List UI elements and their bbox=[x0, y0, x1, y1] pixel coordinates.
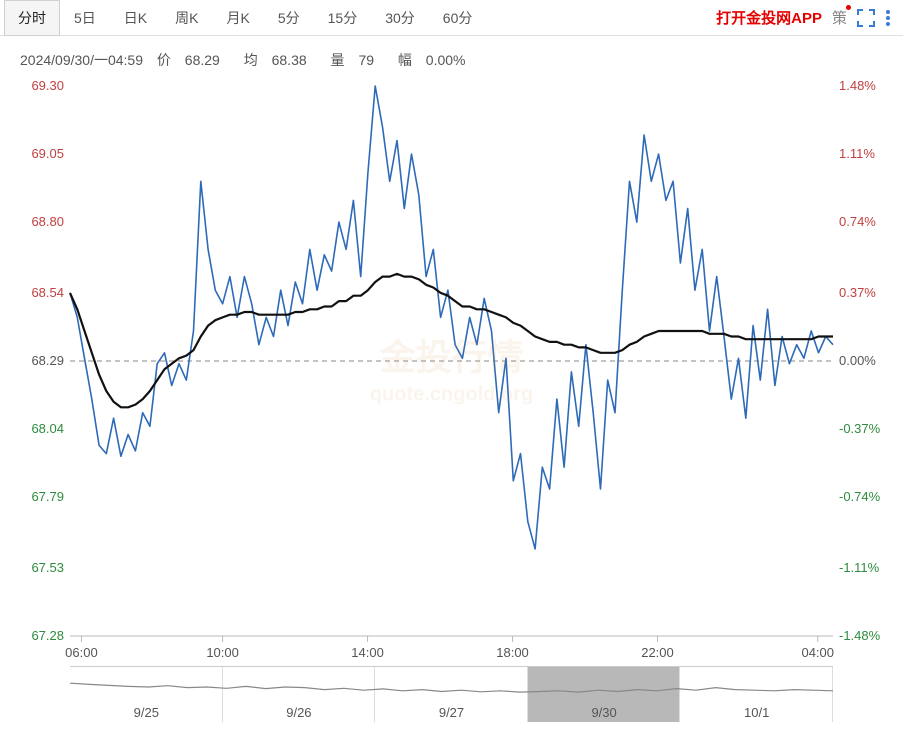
avg-label: 均 bbox=[244, 52, 258, 68]
strategy-button[interactable]: 策 bbox=[832, 7, 847, 28]
amp-value: 0.00% bbox=[426, 52, 466, 68]
date-navigator[interactable]: 9/25 9/26 9/27 9/30 10/1 bbox=[70, 666, 833, 722]
tab-分时[interactable]: 分时 bbox=[4, 0, 60, 36]
y-left-tick: 69.30 bbox=[6, 78, 64, 93]
open-app-link[interactable]: 打开金投网APP bbox=[716, 7, 822, 28]
quote-info-bar: 2024/09/30/一04:59 价 68.29 均 68.38 量 79 幅… bbox=[0, 36, 903, 76]
y-right-tick: -1.11% bbox=[839, 560, 897, 575]
y-left-tick: 68.80 bbox=[6, 214, 64, 229]
y-left-tick: 68.04 bbox=[6, 421, 64, 436]
tab-5分[interactable]: 5分 bbox=[264, 0, 314, 36]
y-right-tick: 0.74% bbox=[839, 214, 897, 229]
vol-value: 79 bbox=[358, 52, 374, 68]
y-left-tick: 68.54 bbox=[6, 285, 64, 300]
x-tick: 18:00 bbox=[496, 645, 529, 660]
quote-datetime: 2024/09/30/一04:59 bbox=[20, 52, 143, 68]
price-chart[interactable]: 金投行情 quote.cngold.org 69.301.48%69.051.1… bbox=[0, 76, 903, 666]
y-left-tick: 67.53 bbox=[6, 560, 64, 575]
y-right-tick: -0.37% bbox=[839, 421, 897, 436]
avg-value: 68.38 bbox=[272, 52, 307, 68]
chart-svg bbox=[0, 76, 903, 666]
y-left-tick: 67.28 bbox=[6, 628, 64, 643]
fullscreen-icon[interactable] bbox=[857, 9, 875, 27]
timeframe-tabs: 分时5日日K周K月K5分15分30分60分 打开金投网APP 策 bbox=[0, 0, 903, 36]
tab-60分[interactable]: 60分 bbox=[429, 0, 487, 36]
x-tick: 10:00 bbox=[206, 645, 239, 660]
x-tick: 06:00 bbox=[65, 645, 98, 660]
price-label: 价 bbox=[157, 52, 171, 68]
nav-date-label: 10/1 bbox=[744, 705, 769, 720]
price-value: 68.29 bbox=[185, 52, 220, 68]
nav-date-label: 9/27 bbox=[439, 705, 464, 720]
tab-月K[interactable]: 月K bbox=[212, 0, 263, 36]
y-right-tick: 0.37% bbox=[839, 285, 897, 300]
nav-date-label: 9/26 bbox=[286, 705, 311, 720]
y-right-tick: -0.74% bbox=[839, 489, 897, 504]
tab-周K[interactable]: 周K bbox=[161, 0, 212, 36]
y-right-tick: -1.48% bbox=[839, 628, 897, 643]
nav-date-label: 9/25 bbox=[134, 705, 159, 720]
x-tick: 14:00 bbox=[351, 645, 384, 660]
vol-label: 量 bbox=[331, 52, 345, 68]
more-icon[interactable] bbox=[885, 9, 891, 27]
x-tick: 04:00 bbox=[801, 645, 834, 660]
y-right-tick: 0.00% bbox=[839, 353, 897, 368]
x-tick: 22:00 bbox=[641, 645, 674, 660]
nav-sparkline bbox=[70, 667, 833, 707]
tab-5日[interactable]: 5日 bbox=[60, 0, 110, 36]
tab-30分[interactable]: 30分 bbox=[371, 0, 429, 36]
nav-date-label: 9/30 bbox=[591, 705, 616, 720]
y-left-tick: 68.29 bbox=[6, 353, 64, 368]
y-left-tick: 69.05 bbox=[6, 146, 64, 161]
y-right-tick: 1.11% bbox=[839, 146, 897, 161]
tab-日K[interactable]: 日K bbox=[110, 0, 161, 36]
y-right-tick: 1.48% bbox=[839, 78, 897, 93]
amp-label: 幅 bbox=[398, 52, 412, 68]
tab-15分[interactable]: 15分 bbox=[314, 0, 372, 36]
y-left-tick: 67.79 bbox=[6, 489, 64, 504]
